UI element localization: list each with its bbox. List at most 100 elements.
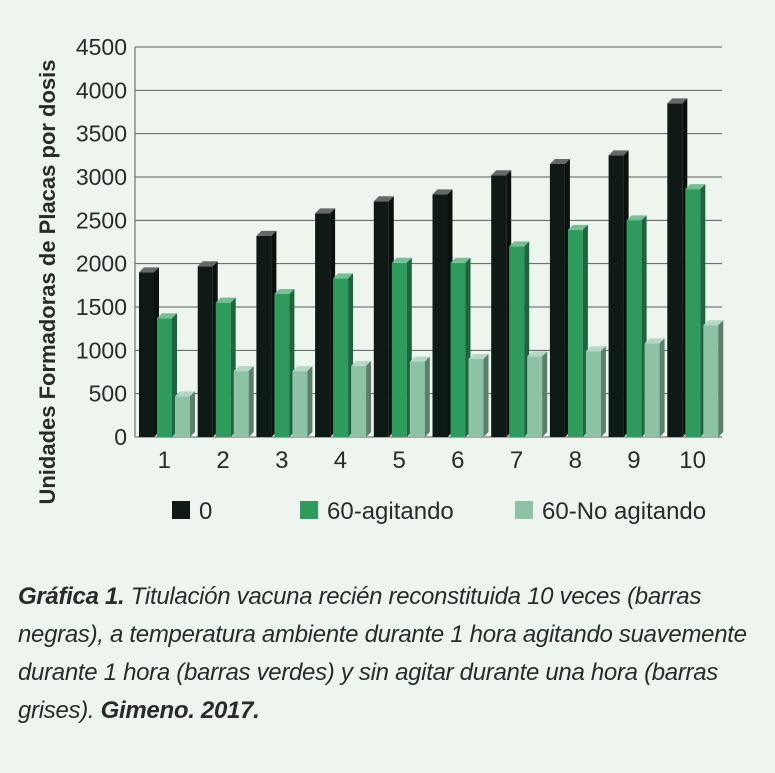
bar xyxy=(197,266,213,437)
bar-top xyxy=(667,98,688,104)
legend-label: 60-No agitando xyxy=(542,498,706,525)
bar-side xyxy=(600,346,606,437)
bar-top xyxy=(450,257,471,263)
bar-side xyxy=(190,391,195,437)
bar-top xyxy=(585,346,606,352)
bar-top xyxy=(491,170,512,176)
bar xyxy=(157,318,172,437)
bar-top xyxy=(197,261,218,267)
bar-top xyxy=(608,150,629,156)
bar xyxy=(391,262,407,437)
caption-label: Gráfica 1. xyxy=(18,583,125,610)
x-tick-label: 9 xyxy=(627,447,640,474)
bar-top xyxy=(509,241,530,247)
legend-swatch xyxy=(300,501,318,519)
x-tick-label: 3 xyxy=(275,447,288,474)
bar-side xyxy=(659,338,665,437)
x-tick-label: 10 xyxy=(679,447,706,474)
bar xyxy=(215,302,231,437)
bar-top xyxy=(468,354,489,359)
bar xyxy=(608,155,624,438)
bar-top xyxy=(292,366,313,372)
bar-top xyxy=(626,215,647,221)
y-axis-title: Unidades Formadoras de Placas por dosis xyxy=(35,59,60,504)
x-tick-label: 7 xyxy=(510,447,523,474)
caption-text: Titulación vacuna recién reconstituida 1… xyxy=(18,583,747,724)
bar-side xyxy=(542,351,548,437)
bar xyxy=(509,246,525,437)
bar-side xyxy=(424,356,430,437)
legend-swatch xyxy=(172,501,190,519)
y-tick-label: 3000 xyxy=(76,164,127,190)
bar xyxy=(233,371,249,437)
bar-top xyxy=(175,391,195,397)
x-tick-label: 6 xyxy=(451,447,464,474)
bar-top xyxy=(391,257,412,263)
bar-top xyxy=(685,184,706,190)
bar-top xyxy=(703,320,724,326)
bar xyxy=(333,278,349,437)
bar-top xyxy=(644,338,665,344)
bar xyxy=(351,365,367,437)
legend-swatch xyxy=(515,501,533,519)
bar-top xyxy=(333,273,354,279)
y-tick-label: 4000 xyxy=(76,77,127,103)
y-tick-label: 2500 xyxy=(76,207,127,233)
bar xyxy=(373,201,389,437)
x-tick-label: 8 xyxy=(569,447,582,474)
y-tick-label: 0 xyxy=(114,424,127,450)
y-tick-label: 3500 xyxy=(76,121,127,147)
legend-label: 0 xyxy=(199,498,212,525)
bar xyxy=(468,359,484,437)
bar-top xyxy=(315,208,336,214)
x-tick-label: 2 xyxy=(216,447,229,474)
bar-top xyxy=(215,297,236,303)
bar xyxy=(685,189,701,437)
bar-top xyxy=(157,313,177,319)
bar-side xyxy=(483,354,489,437)
bar-side xyxy=(366,360,372,437)
bar xyxy=(256,235,272,437)
bar xyxy=(409,361,425,437)
bar-side xyxy=(718,320,724,437)
bar-top xyxy=(274,289,295,294)
bar xyxy=(585,351,601,437)
bar xyxy=(527,356,543,437)
bar xyxy=(450,262,466,437)
y-tick-label: 1500 xyxy=(76,294,127,320)
y-tick-label: 500 xyxy=(89,381,127,407)
y-tick-label: 4500 xyxy=(76,34,127,60)
bar xyxy=(567,229,583,437)
bar-top xyxy=(351,360,372,366)
bar-side xyxy=(248,366,254,437)
bar xyxy=(292,371,308,437)
bar xyxy=(644,343,660,437)
y-tick-label: 1000 xyxy=(76,337,127,363)
figure-caption: Gráfica 1. Titulación vacuna recién reco… xyxy=(18,578,758,730)
x-tick-label: 4 xyxy=(334,447,347,474)
bar-top xyxy=(233,366,254,372)
bar-top xyxy=(256,230,277,236)
bar xyxy=(315,213,331,437)
bar-top xyxy=(432,189,453,195)
x-tick-label: 1 xyxy=(158,447,171,474)
x-tick-label: 5 xyxy=(392,447,405,474)
bar xyxy=(703,325,719,437)
bar-top xyxy=(567,224,588,230)
caption-source: Gimeno. 2017. xyxy=(94,697,260,724)
y-tick-label: 2000 xyxy=(76,251,127,277)
bar xyxy=(274,294,290,437)
legend-label: 60-agitando xyxy=(327,498,454,525)
bar xyxy=(549,164,565,437)
bar-top xyxy=(409,356,430,362)
bar-side xyxy=(307,366,313,437)
bar-top xyxy=(139,267,159,273)
bar xyxy=(175,396,190,437)
bar xyxy=(139,272,154,437)
bar xyxy=(667,103,683,437)
bar xyxy=(432,194,448,437)
bar-chart: 0 500 1000 1500 2000 2500 3000 3500 4000 4500 Unid… xyxy=(35,34,724,525)
bar-top xyxy=(373,196,394,202)
bar-top xyxy=(527,351,548,357)
bar-top xyxy=(549,159,570,164)
